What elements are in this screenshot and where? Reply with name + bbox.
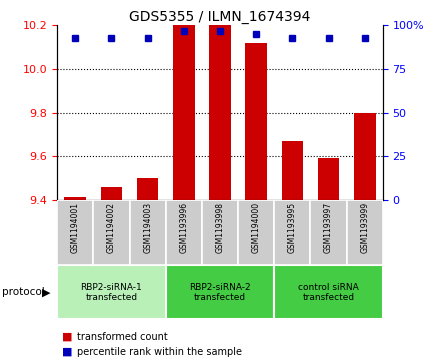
Text: GSM1193996: GSM1193996 — [180, 201, 188, 253]
Bar — [274, 265, 383, 319]
Text: ■: ■ — [62, 347, 72, 357]
Text: percentile rank within the sample: percentile rank within the sample — [77, 347, 242, 357]
Bar — [93, 200, 129, 265]
Bar — [202, 200, 238, 265]
Text: GSM1193998: GSM1193998 — [216, 201, 224, 253]
Text: GSM1194003: GSM1194003 — [143, 201, 152, 253]
Text: control siRNA
transfected: control siRNA transfected — [298, 282, 359, 302]
Text: GSM1194002: GSM1194002 — [107, 201, 116, 253]
Text: RBP2-siRNA-1
transfected: RBP2-siRNA-1 transfected — [81, 282, 143, 302]
Text: GSM1194000: GSM1194000 — [252, 201, 260, 253]
Bar — [246, 43, 267, 200]
Bar — [57, 265, 166, 319]
Bar — [311, 200, 347, 265]
Bar — [274, 200, 311, 265]
Text: GSM1193999: GSM1193999 — [360, 201, 369, 253]
Text: transformed count: transformed count — [77, 332, 168, 342]
Text: GSM1193995: GSM1193995 — [288, 201, 297, 253]
Bar — [354, 113, 376, 200]
Bar — [347, 200, 383, 265]
Text: GSM1194001: GSM1194001 — [71, 201, 80, 253]
Title: GDS5355 / ILMN_1674394: GDS5355 / ILMN_1674394 — [129, 11, 311, 24]
Bar — [209, 25, 231, 200]
Text: GSM1193997: GSM1193997 — [324, 201, 333, 253]
Text: ▶: ▶ — [42, 287, 50, 297]
Bar — [64, 197, 86, 200]
Bar — [166, 265, 274, 319]
Bar — [129, 200, 166, 265]
Bar — [101, 187, 122, 200]
Text: protocol: protocol — [2, 287, 45, 297]
Bar — [318, 158, 339, 200]
Bar — [137, 178, 158, 200]
Bar — [282, 141, 303, 200]
Bar — [166, 200, 202, 265]
Text: ■: ■ — [62, 332, 72, 342]
Bar — [238, 200, 274, 265]
Bar — [173, 25, 194, 200]
Bar — [57, 200, 93, 265]
Text: RBP2-siRNA-2
transfected: RBP2-siRNA-2 transfected — [189, 282, 251, 302]
